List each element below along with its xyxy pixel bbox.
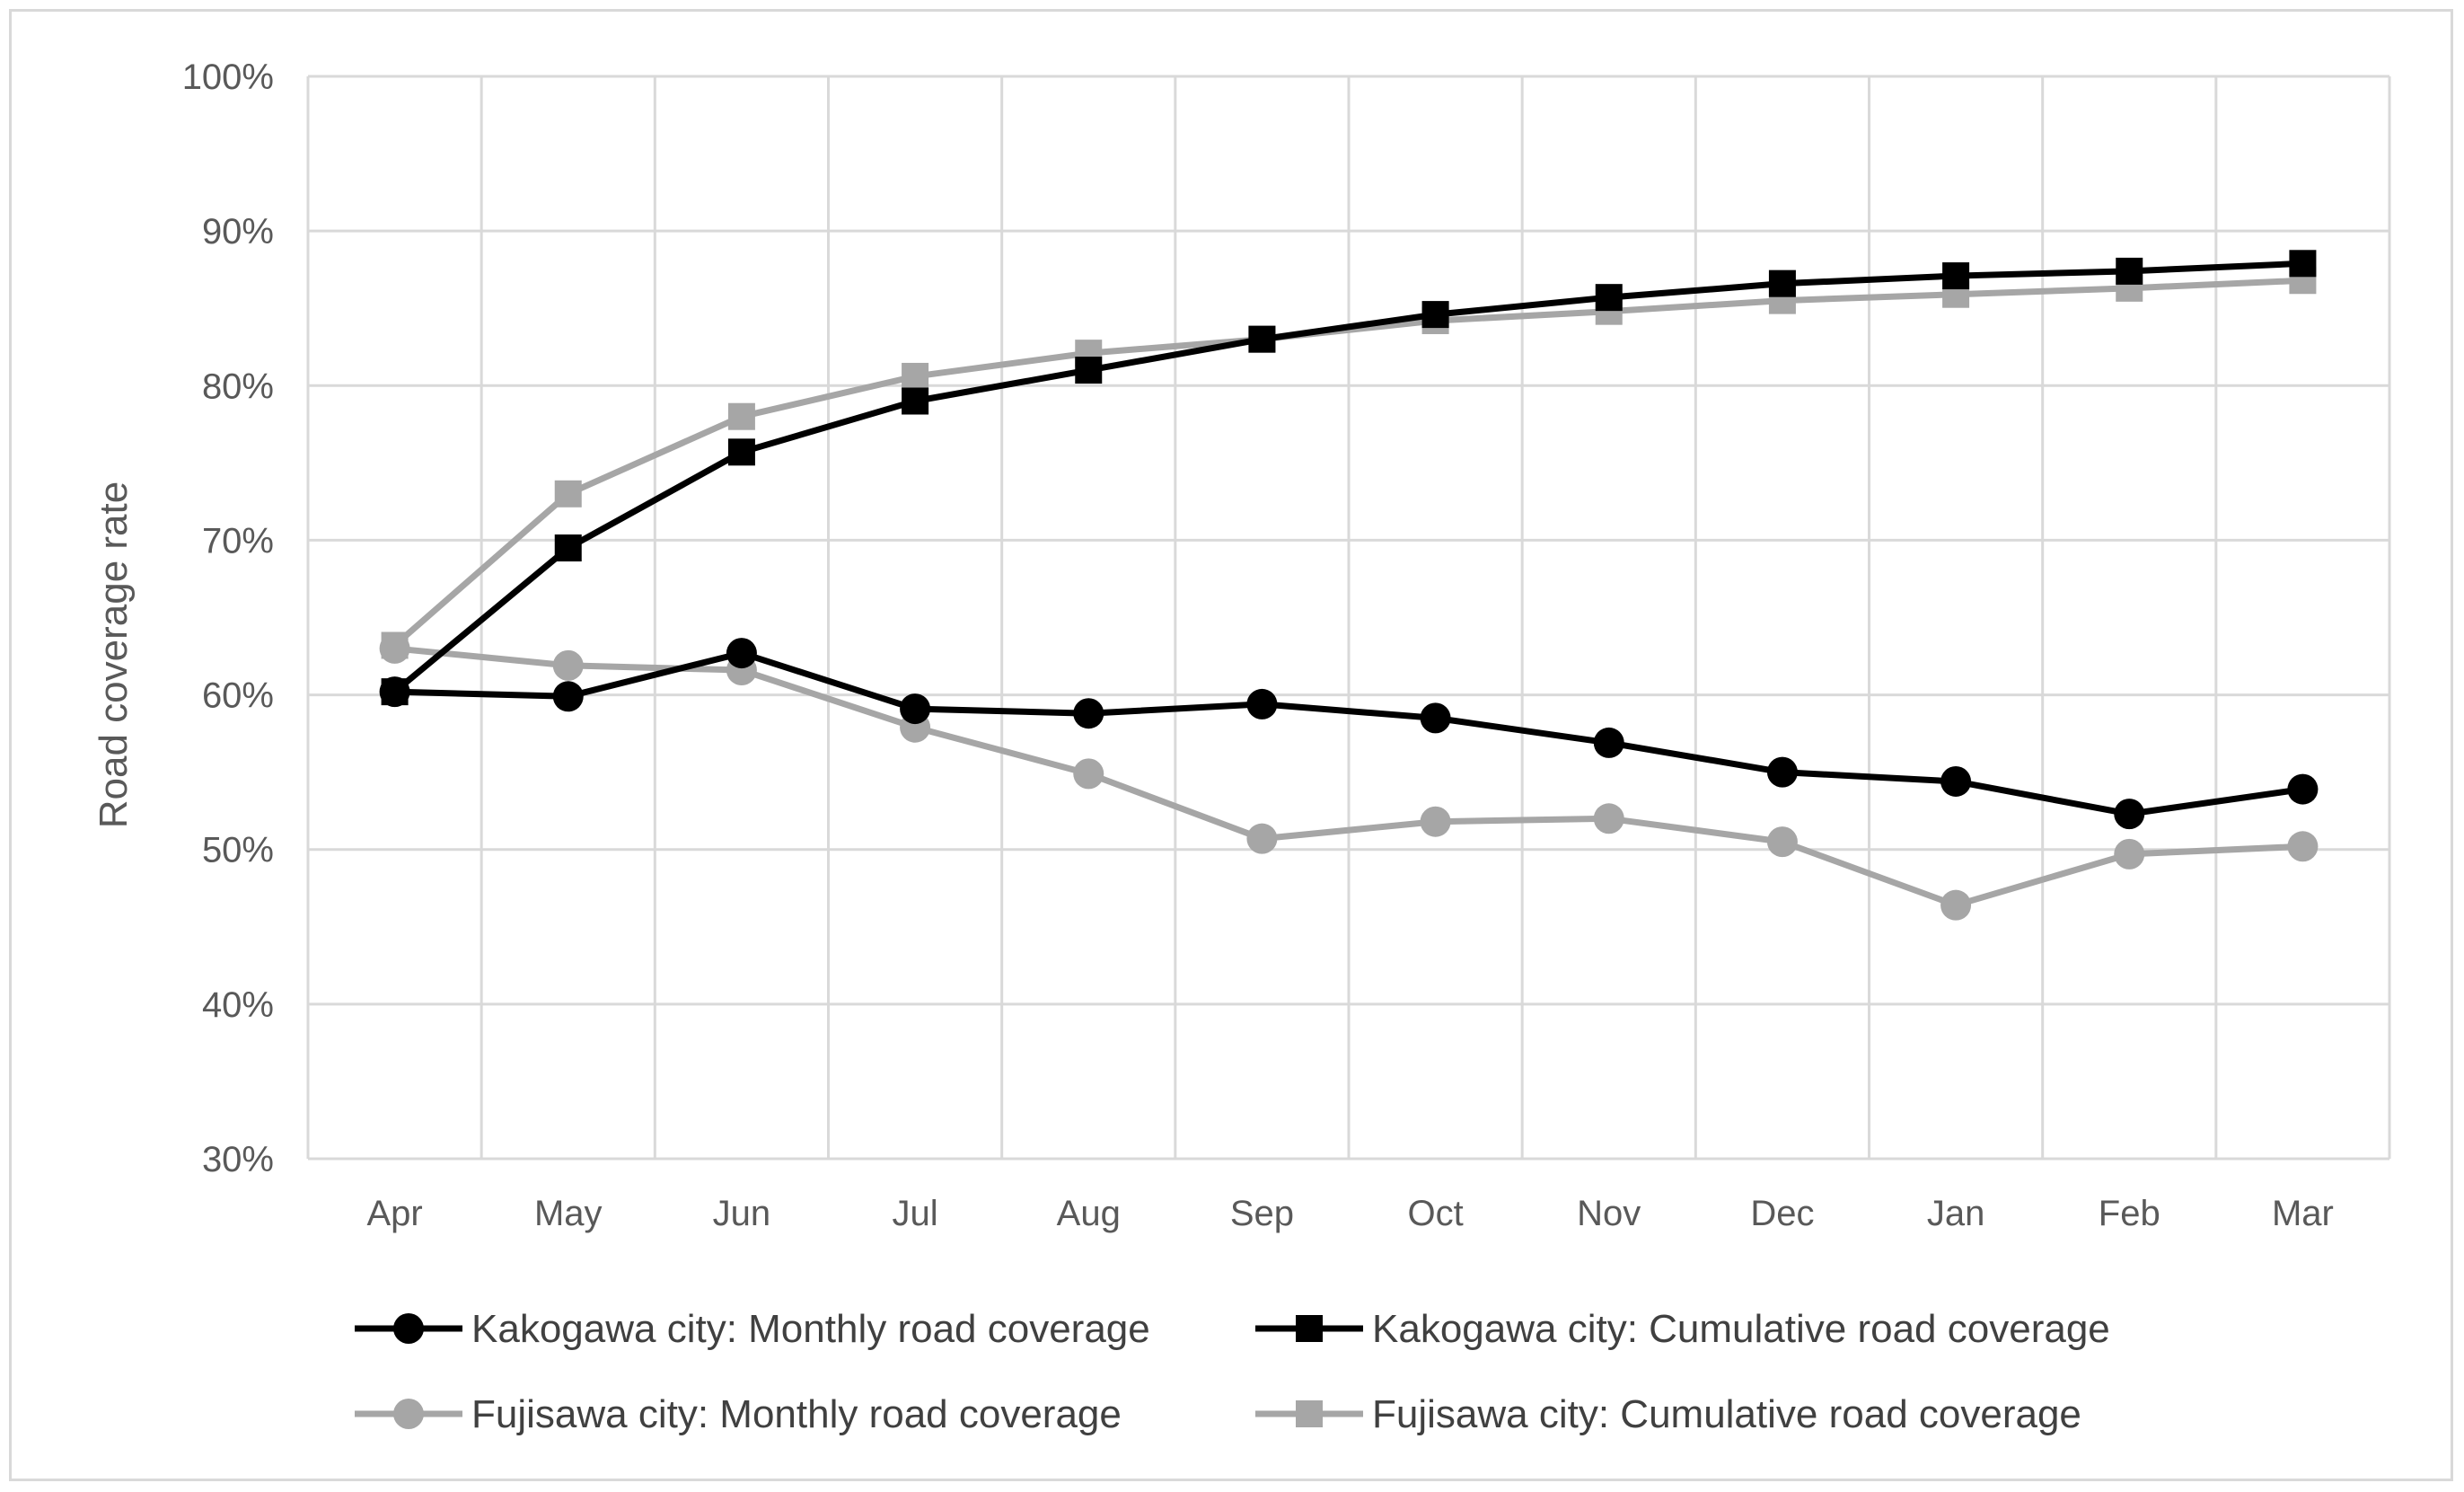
gridlines — [308, 76, 2389, 1159]
x-tick-label: Apr — [366, 1194, 422, 1233]
data-point — [555, 534, 582, 561]
data-point — [1421, 702, 1451, 733]
y-tick-label: 30% — [202, 1140, 274, 1179]
x-tick-label: Dec — [1750, 1194, 1814, 1233]
data-point — [1246, 689, 1277, 720]
legend-item: Fujisawa city: Monthly road coverage — [355, 1392, 1122, 1436]
data-point — [1596, 284, 1623, 311]
y-tick-label: 80% — [202, 366, 274, 406]
data-point — [555, 481, 582, 508]
x-tick-label: Nov — [1577, 1194, 1641, 1233]
data-point — [553, 650, 584, 681]
data-point — [728, 403, 755, 430]
data-point — [1248, 326, 1275, 353]
legend-marker — [393, 1313, 424, 1344]
data-point — [2287, 774, 2318, 805]
data-point — [553, 681, 584, 711]
data-point — [382, 678, 409, 705]
x-tick-label: Jul — [893, 1194, 938, 1233]
legend-marker — [1296, 1400, 1323, 1427]
legend-item: Fujisawa city: Cumulative road coverage — [1255, 1392, 2081, 1436]
y-axis-title: Road coverage rate — [92, 481, 136, 828]
data-point — [2114, 839, 2144, 870]
x-tick-label: Oct — [1407, 1194, 1463, 1233]
legend-item: Kakogawa city: Cumulative road coverage — [1255, 1307, 2110, 1351]
x-tick-label: Aug — [1057, 1194, 1121, 1233]
y-axis-ticks: 30% 40% 50% 60% 70% 80% 90% 100% — [182, 57, 274, 1179]
data-point — [2287, 831, 2318, 861]
x-tick-label: Jan — [1927, 1194, 1985, 1233]
data-point — [728, 438, 755, 465]
legend-marker — [393, 1399, 424, 1429]
line-chart: 30% 40% 50% 60% 70% 80% 90% 100% Apr May Jun Jul Au… — [12, 12, 2451, 1479]
data-point — [1767, 757, 1798, 788]
data-point — [382, 631, 409, 658]
x-tick-label: Jun — [713, 1194, 771, 1233]
data-point — [1767, 826, 1798, 857]
data-point — [1246, 824, 1277, 854]
legend-label: Fujisawa city: Cumulative road coverage — [1372, 1392, 2081, 1436]
x-tick-label: Mar — [2272, 1194, 2334, 1233]
legend-item: Kakogawa city: Monthly road coverage — [355, 1307, 1150, 1351]
data-point — [1422, 301, 1449, 328]
y-tick-label: 60% — [202, 676, 274, 716]
x-axis-ticks: Apr May Jun Jul Aug Sep Oct Nov Dec Jan Feb Mar — [366, 1194, 2333, 1233]
data-point — [1073, 698, 1104, 728]
data-point — [902, 388, 928, 415]
data-point — [1942, 262, 1969, 289]
legend-label: Kakogawa city: Cumulative road coverage — [1372, 1307, 2110, 1351]
data-point — [900, 693, 930, 724]
data-point — [2289, 250, 2316, 277]
x-tick-label: Feb — [2099, 1194, 2160, 1233]
data-point — [2116, 258, 2143, 285]
y-tick-label: 100% — [182, 57, 274, 97]
legend-label: Fujisawa city: Monthly road coverage — [471, 1392, 1122, 1436]
y-tick-label: 50% — [202, 831, 274, 870]
data-point — [1075, 357, 1102, 384]
chart-frame: 30% 40% 50% 60% 70% 80% 90% 100% Apr May Jun Jul Au… — [9, 9, 2453, 1481]
data-point — [1769, 270, 1796, 297]
legend-marker — [1296, 1315, 1323, 1342]
data-point — [1594, 803, 1624, 834]
data-point — [1073, 758, 1104, 789]
x-tick-label: Sep — [1230, 1194, 1294, 1233]
y-tick-label: 40% — [202, 985, 274, 1025]
data-point — [902, 363, 928, 390]
y-tick-label: 90% — [202, 212, 274, 252]
data-point — [726, 638, 757, 668]
data-point — [2114, 799, 2144, 829]
data-point — [1594, 728, 1624, 758]
data-point — [1421, 807, 1451, 837]
x-tick-label: May — [534, 1194, 603, 1233]
legend-label: Kakogawa city: Monthly road coverage — [471, 1307, 1150, 1351]
y-tick-label: 70% — [202, 521, 274, 561]
data-point — [1940, 766, 1971, 797]
legend: Kakogawa city: Monthly road coverage Kako… — [355, 1307, 2110, 1436]
data-point — [1940, 890, 1971, 921]
